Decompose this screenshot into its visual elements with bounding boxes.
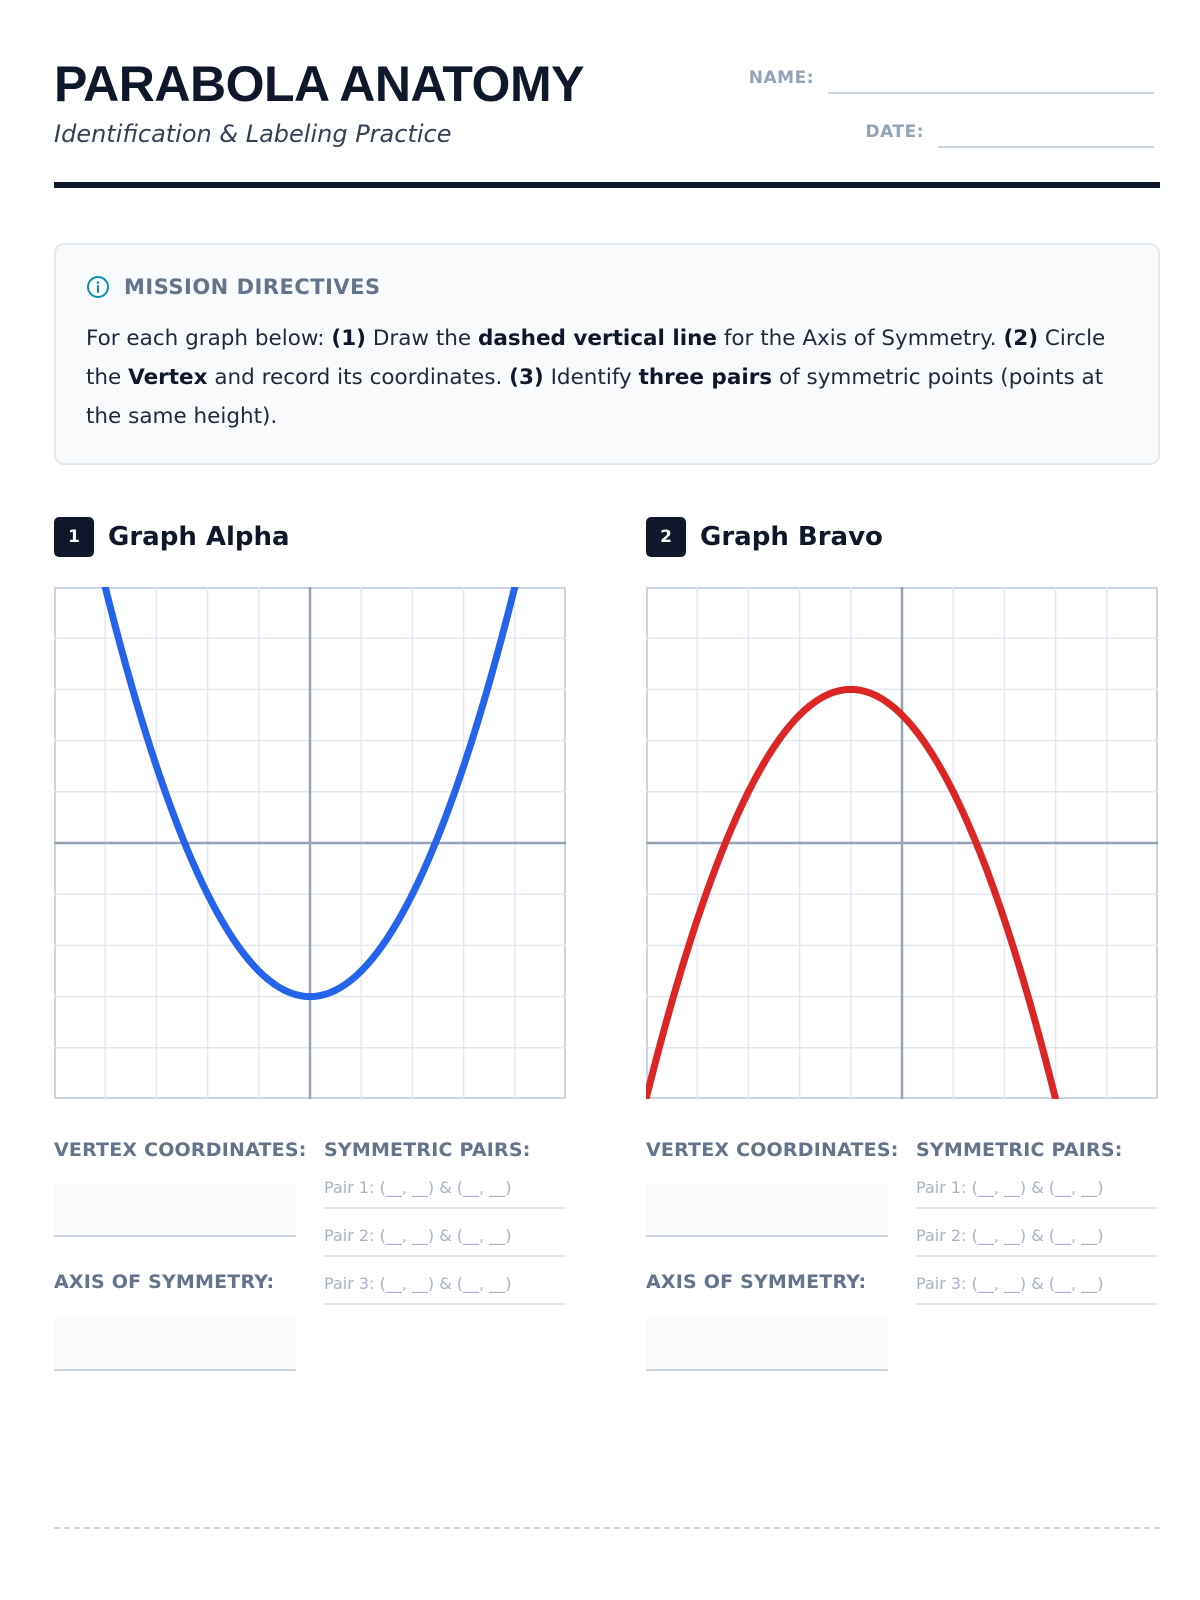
parabola-curve <box>646 685 1060 1099</box>
axis-of-symmetry-label: AXIS OF SYMMETRY: <box>646 1271 867 1293</box>
pair-3-line[interactable]: Pair 3: (__, __) & (__, __) <box>324 1257 566 1305</box>
date-label: DATE: <box>865 122 924 142</box>
name-field: NAME: <box>749 64 1154 94</box>
page-title: PARABOLA ANATOMY <box>54 56 584 112</box>
directives-heading: MISSION DIRECTIVES <box>86 275 1128 299</box>
graph-bravo-panel: 2 Graph Bravo VERTEX COORDINATES: AXIS O… <box>646 517 1158 1371</box>
pair-2-line[interactable]: Pair 2: (__, __) & (__, __) <box>324 1209 566 1257</box>
symmetric-pairs-label: SYMMETRIC PAIRS: <box>324 1139 531 1161</box>
header: PARABOLA ANATOMY Identification & Labeli… <box>54 56 1154 188</box>
directives-text: For each graph below: (1) Draw the dashe… <box>86 326 1106 429</box>
page-subtitle: Identification & Labeling Practice <box>54 120 452 148</box>
graph-alpha-panel: 1 Graph Alpha VERTEX COORDINATES: AXIS O… <box>54 517 566 1371</box>
panel-title: Graph Bravo <box>700 522 883 552</box>
info-circle-icon <box>87 276 109 298</box>
vertex-coordinates-label: VERTEX COORDINATES: <box>646 1139 899 1161</box>
symmetric-pairs-label: SYMMETRIC PAIRS: <box>916 1139 1123 1161</box>
directives-title: MISSION DIRECTIVES <box>124 275 381 299</box>
mission-directives-box: MISSION DIRECTIVES For each graph below:… <box>54 243 1160 465</box>
panel-heading: 1 Graph Alpha <box>54 517 566 557</box>
answer-section: VERTEX COORDINATES: AXIS OF SYMMETRY: SY… <box>54 1139 566 1371</box>
panel-heading: 2 Graph Bravo <box>646 517 1158 557</box>
name-label: NAME: <box>748 68 814 88</box>
vertex-coordinates-box[interactable] <box>646 1183 888 1237</box>
number-badge: 1 <box>54 517 94 557</box>
pair-1-line[interactable]: Pair 1: (__, __) & (__, __) <box>324 1161 566 1209</box>
vertex-coordinates-label: VERTEX COORDINATES: <box>54 1139 307 1161</box>
header-divider <box>54 182 1160 188</box>
graph-bravo-chart <box>646 587 1158 1099</box>
vertex-coordinates-box[interactable] <box>54 1183 296 1237</box>
footer-divider <box>54 1527 1160 1529</box>
number-badge: 2 <box>646 517 686 557</box>
parabola-curve <box>101 587 519 1001</box>
answer-section: VERTEX COORDINATES: AXIS OF SYMMETRY: SY… <box>646 1139 1158 1371</box>
date-field: DATE: <box>866 118 1154 148</box>
panel-title: Graph Alpha <box>108 522 290 552</box>
name-input-line[interactable] <box>828 64 1154 94</box>
pair-3-line[interactable]: Pair 3: (__, __) & (__, __) <box>916 1257 1158 1305</box>
axis-of-symmetry-label: AXIS OF SYMMETRY: <box>54 1271 275 1293</box>
graph-alpha-chart <box>54 587 566 1099</box>
pair-1-line[interactable]: Pair 1: (__, __) & (__, __) <box>916 1161 1158 1209</box>
axis-of-symmetry-box[interactable] <box>54 1317 296 1371</box>
date-input-line[interactable] <box>938 118 1154 148</box>
axis-of-symmetry-box[interactable] <box>646 1317 888 1371</box>
pair-2-line[interactable]: Pair 2: (__, __) & (__, __) <box>916 1209 1158 1257</box>
